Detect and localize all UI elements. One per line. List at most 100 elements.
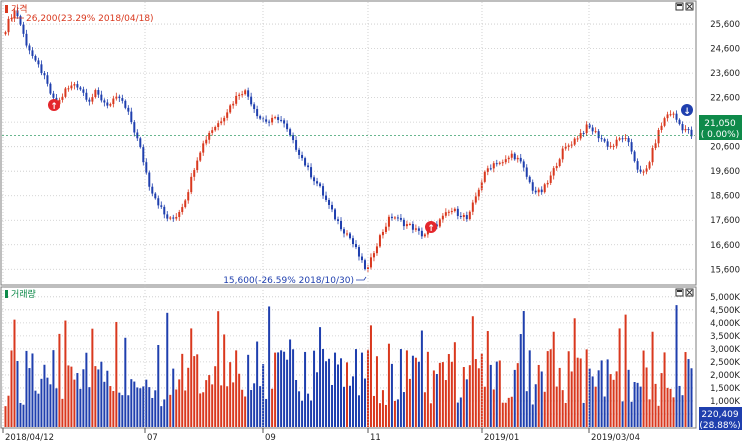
candle-body <box>64 88 67 97</box>
volume-bar <box>438 362 441 427</box>
candle-body <box>402 219 405 227</box>
volume-bar <box>525 391 528 427</box>
volume-bar <box>247 354 250 427</box>
candle-body <box>208 132 211 140</box>
candle-body <box>91 97 94 102</box>
candle-body <box>175 216 178 219</box>
volume-bar <box>346 362 349 427</box>
volume-bar <box>450 361 453 427</box>
candle-body <box>348 233 351 239</box>
volume-bar <box>82 369 85 427</box>
candle-body <box>103 100 106 103</box>
candle-body <box>52 93 55 98</box>
candle-body <box>678 119 681 125</box>
price-tick-label: 25,600 <box>710 20 740 30</box>
volume-bar <box>127 395 130 427</box>
volume-bar <box>55 388 58 427</box>
candle-body <box>307 165 310 168</box>
candle-body <box>633 151 636 162</box>
candle-body <box>384 226 387 232</box>
candle-body <box>624 138 627 140</box>
candle-body <box>151 186 154 194</box>
volume-bar <box>543 391 546 427</box>
volume-bar <box>52 350 55 427</box>
volume-axis: 5,000K 4,500K 4,000K 3,500K 3,000K 2,500K 2,00… <box>710 293 740 420</box>
buy-signal-icon[interactable]: ↑ <box>425 221 437 234</box>
candle-body <box>247 90 250 97</box>
candle-body <box>304 158 307 166</box>
candle-body <box>139 138 142 148</box>
volume-bar <box>241 389 244 427</box>
candle-body <box>612 145 615 147</box>
volume-bar <box>265 398 268 427</box>
volume-bar <box>157 344 160 427</box>
candle-body <box>112 98 115 105</box>
volume-bar <box>205 380 208 427</box>
candle-body <box>202 143 205 153</box>
candle-body <box>492 163 495 169</box>
volume-bar <box>522 311 525 427</box>
volume-bar <box>175 389 178 427</box>
volume-bar <box>88 387 91 427</box>
candle-body <box>250 96 253 105</box>
volume-bar <box>166 312 169 427</box>
candle-body <box>483 171 486 182</box>
candle-body <box>594 131 597 133</box>
candle-body <box>417 228 420 231</box>
volume-bar <box>498 360 501 427</box>
volume-bar <box>25 350 28 427</box>
candle-body <box>522 161 525 168</box>
volume-bar <box>552 331 555 427</box>
volume-legend-label: 거래량 <box>11 288 36 300</box>
candle-body <box>579 133 582 139</box>
candle-body <box>387 216 390 227</box>
candle-body <box>121 98 124 101</box>
x-axis: 2018/04/12 07 09 11 2019/01 2019/03/04 <box>2 2 640 443</box>
candle-body <box>468 211 471 220</box>
candle-body <box>166 214 169 219</box>
volume-tick-label: 3,500K <box>710 332 740 342</box>
candle-body <box>651 148 654 163</box>
candle-body <box>40 64 43 74</box>
buy-signal-icon[interactable]: ↑ <box>48 99 60 112</box>
high-annotation-leader <box>11 17 24 22</box>
candle-body <box>313 177 316 182</box>
volume-bar <box>310 400 313 427</box>
volume-bar <box>64 320 67 427</box>
sell-signal-icon[interactable]: ↓ <box>681 104 693 117</box>
candle-body <box>331 204 334 210</box>
volume-bar <box>211 384 214 427</box>
volume-bar <box>151 397 154 427</box>
volume-bar <box>124 337 127 427</box>
volume-bar <box>597 370 600 427</box>
volume-bar <box>447 354 450 427</box>
volume-bar <box>4 406 7 427</box>
candle-body <box>259 116 262 119</box>
candle-body <box>145 162 148 173</box>
volume-panel-maximize-button[interactable] <box>675 288 684 297</box>
volume-bar <box>570 371 573 427</box>
svg-text:↓: ↓ <box>683 107 691 117</box>
volume-tick-label: 2,500K <box>710 358 740 368</box>
volume-bar <box>657 405 660 427</box>
candle-body <box>675 113 678 120</box>
candle-body <box>447 211 450 213</box>
candle-body <box>70 85 73 89</box>
volume-bar <box>675 305 678 427</box>
volume-bar <box>684 352 687 427</box>
price-panel-close-button[interactable] <box>685 2 694 11</box>
price-panel-maximize-button[interactable] <box>675 2 684 11</box>
volume-panel-close-button[interactable] <box>685 288 694 297</box>
volume-bar <box>540 371 543 427</box>
candle-body <box>274 117 277 119</box>
candle-body <box>360 256 363 261</box>
candle-body <box>235 95 238 104</box>
volume-bar <box>510 396 513 427</box>
volume-bar <box>567 351 570 427</box>
volume-bar <box>654 383 657 427</box>
volume-bar <box>645 367 648 427</box>
volume-bar <box>576 357 579 427</box>
volume-bar <box>429 403 432 427</box>
candle-body <box>666 114 669 119</box>
